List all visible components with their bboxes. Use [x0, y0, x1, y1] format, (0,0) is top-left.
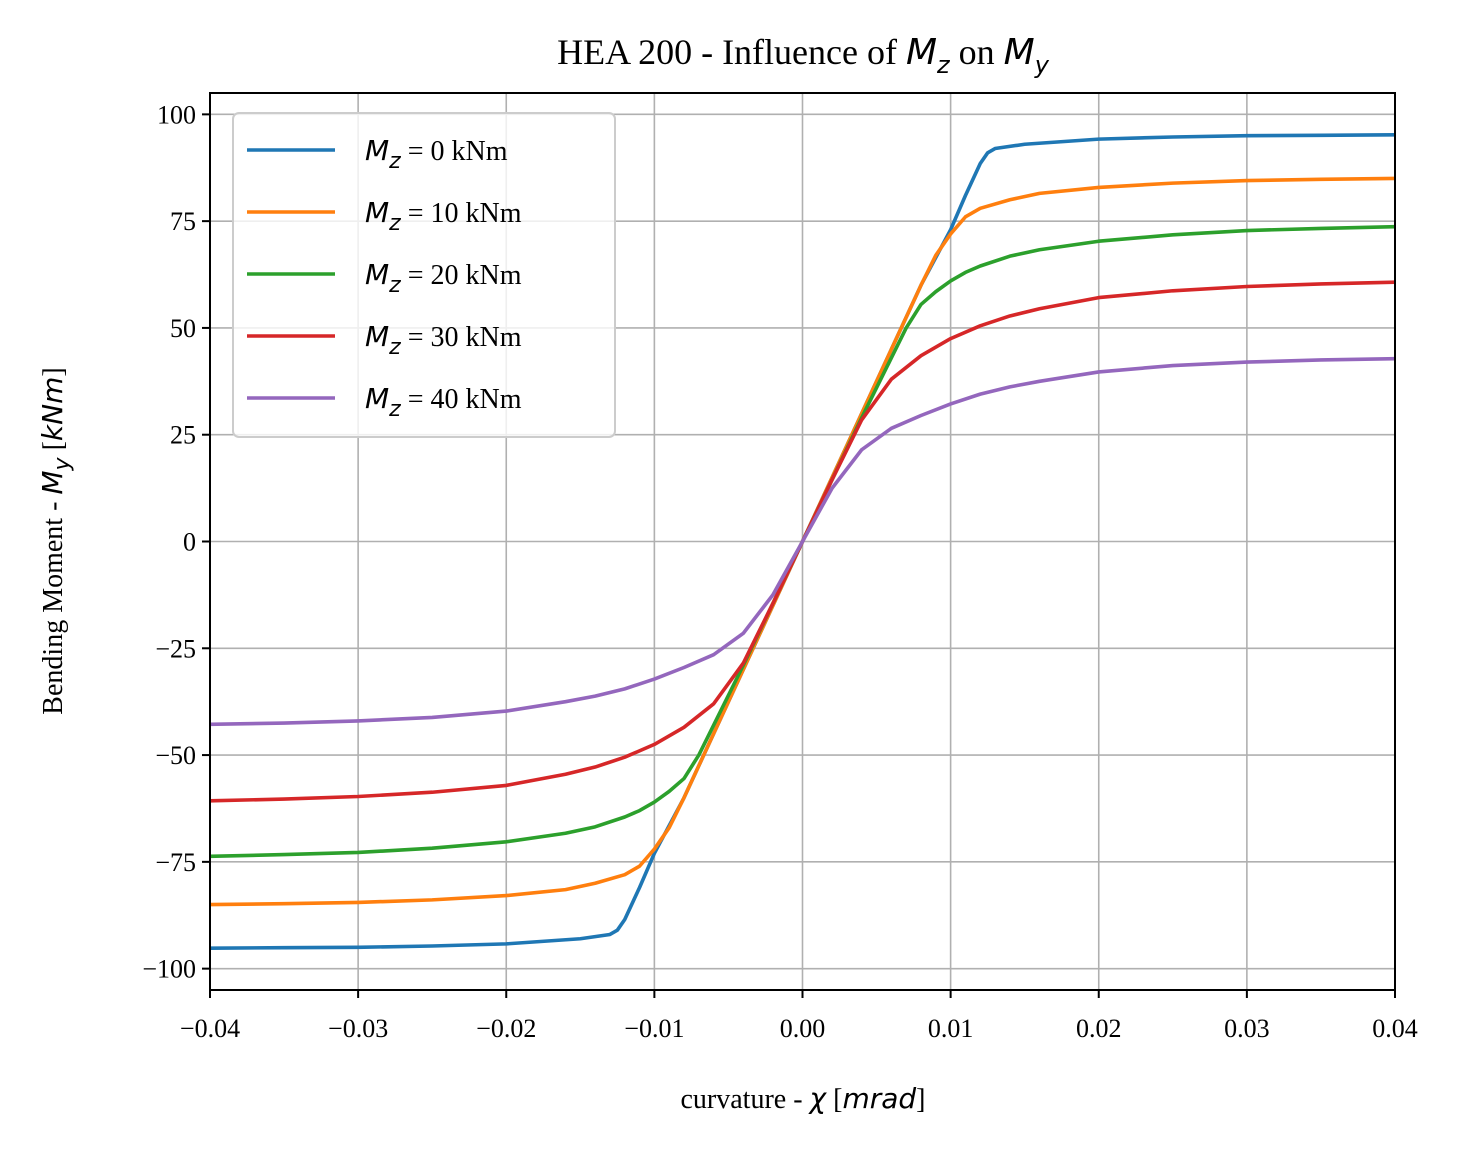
- legend: Mz = 0 kNm Mz = 10 kNm Mz = 20 kNm Mz = 30 …: [232, 112, 616, 438]
- y-tick-label: 0: [183, 528, 196, 557]
- x-axis-label: curvature - χ [mrad]: [681, 1082, 926, 1115]
- y-tick-label: −75: [155, 848, 196, 877]
- chart-title: HEA 200 - Influence of Mz on My: [557, 32, 1050, 79]
- y-tick-label: 25: [170, 421, 196, 450]
- y-axis-ticks: 100 75 50 25 0 −25 −50 −75 −100: [142, 100, 210, 984]
- x-tick-label: 0.02: [1076, 1014, 1122, 1043]
- legend-label: Mz = 30 kNm: [365, 320, 522, 360]
- legend-label: Mz = 10 kNm: [365, 196, 522, 236]
- x-tick-label: −0.02: [476, 1014, 536, 1043]
- x-tick-label: −0.01: [624, 1014, 684, 1043]
- y-tick-label: 100: [157, 100, 196, 129]
- series-layer: [210, 133, 1395, 950]
- series-line-4: [210, 356, 1395, 727]
- x-tick-label: −0.03: [328, 1014, 388, 1043]
- y-axis-label: Bending Moment - My [kNm]: [36, 367, 75, 714]
- x-axis-ticks: −0.04 −0.03 −0.02 −0.01 0.00 0.01 0.02 0.03 0.04: [180, 990, 1418, 1043]
- y-tick-label: 75: [170, 207, 196, 236]
- y-tick-label: −50: [155, 741, 196, 770]
- legend-label: Mz = 40 kNm: [365, 382, 522, 422]
- y-tick-label: 50: [170, 314, 196, 343]
- y-tick-label: −25: [155, 634, 196, 663]
- y-tick-label: −100: [142, 955, 196, 984]
- legend-entries: Mz = 0 kNm Mz = 10 kNm Mz = 20 kNm Mz = 30 …: [247, 134, 522, 422]
- x-tick-label: 0.00: [780, 1014, 826, 1043]
- x-tick-label: 0.03: [1224, 1014, 1270, 1043]
- legend-label: Mz = 20 kNm: [365, 258, 522, 298]
- legend-box: [232, 112, 616, 438]
- x-tick-label: 0.01: [928, 1014, 974, 1043]
- x-tick-label: −0.04: [180, 1014, 240, 1043]
- x-tick-label: 0.04: [1372, 1014, 1418, 1043]
- legend-label: Mz = 0 kNm: [365, 134, 508, 174]
